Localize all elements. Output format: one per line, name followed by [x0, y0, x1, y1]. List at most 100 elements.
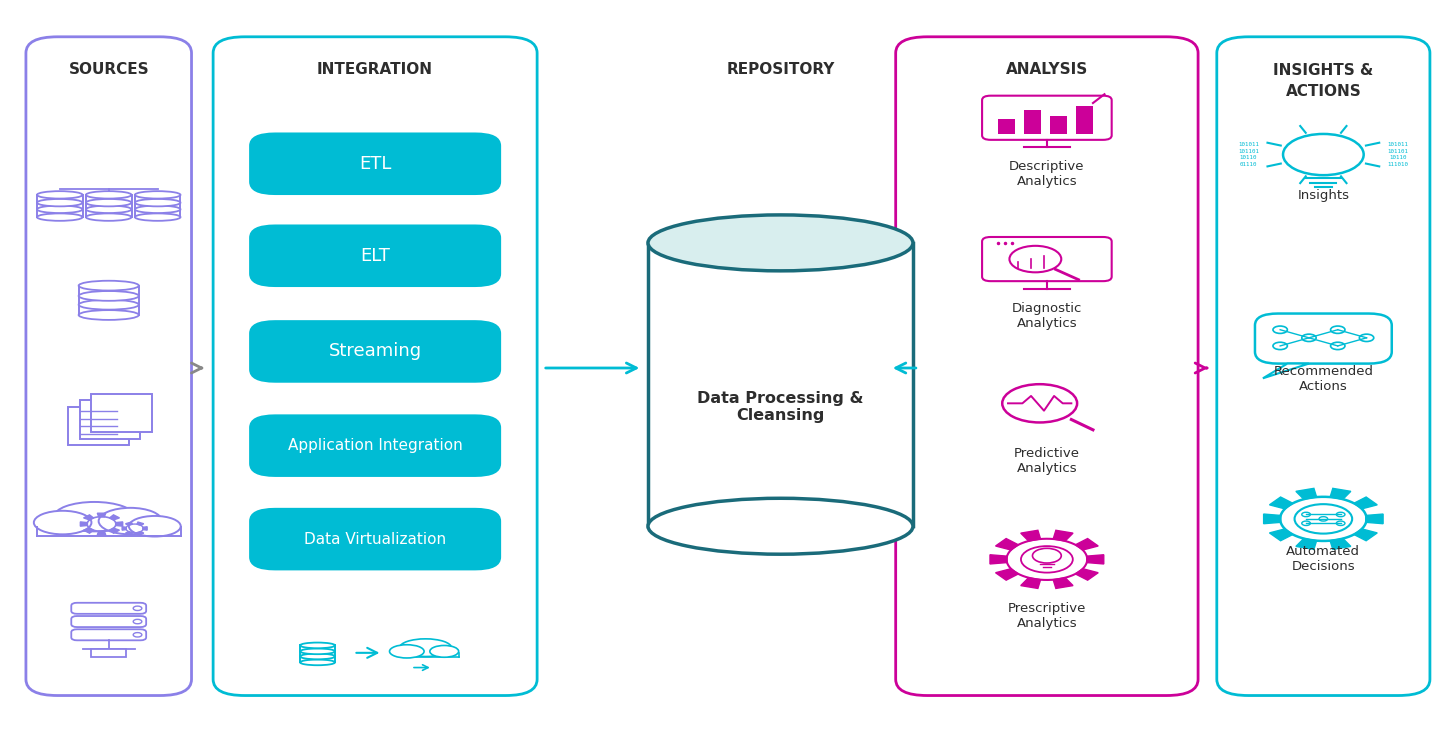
Text: Prescriptive
Analytics: Prescriptive Analytics [1008, 602, 1086, 630]
FancyBboxPatch shape [998, 119, 1015, 134]
FancyBboxPatch shape [1254, 314, 1391, 364]
Text: INSIGHTS &
ACTIONS: INSIGHTS & ACTIONS [1273, 63, 1374, 99]
Polygon shape [989, 555, 1007, 564]
Ellipse shape [300, 648, 336, 654]
Circle shape [1295, 504, 1352, 534]
Text: Data Virtualization: Data Virtualization [304, 531, 446, 547]
Text: Insights: Insights [1297, 188, 1349, 202]
Text: Data Processing &
Cleansing: Data Processing & Cleansing [697, 391, 864, 423]
Text: Recommended
Actions: Recommended Actions [1273, 365, 1374, 393]
Ellipse shape [37, 213, 82, 221]
Ellipse shape [389, 645, 425, 658]
FancyBboxPatch shape [72, 629, 147, 640]
Polygon shape [995, 539, 1018, 550]
FancyBboxPatch shape [249, 224, 501, 287]
Ellipse shape [79, 300, 138, 310]
FancyBboxPatch shape [72, 616, 147, 627]
Ellipse shape [300, 659, 336, 665]
Text: Streaming: Streaming [328, 342, 422, 361]
Polygon shape [98, 513, 105, 517]
FancyBboxPatch shape [213, 37, 537, 696]
Ellipse shape [431, 645, 458, 657]
Ellipse shape [37, 205, 82, 213]
Text: 101011
101101
10110
111010: 101011 101101 10110 111010 [1388, 142, 1408, 167]
Polygon shape [1021, 578, 1041, 589]
Polygon shape [995, 569, 1018, 580]
Polygon shape [1076, 539, 1099, 550]
Text: Automated
Decisions: Automated Decisions [1286, 545, 1361, 573]
Circle shape [1021, 546, 1073, 573]
FancyBboxPatch shape [982, 237, 1112, 281]
Polygon shape [84, 515, 94, 520]
Ellipse shape [135, 199, 180, 206]
Polygon shape [1087, 555, 1104, 564]
Polygon shape [81, 522, 88, 526]
Polygon shape [1270, 497, 1293, 509]
Text: ANALYSIS: ANALYSIS [1005, 63, 1089, 77]
Polygon shape [1296, 539, 1316, 549]
Ellipse shape [79, 291, 138, 301]
Polygon shape [1296, 489, 1316, 499]
Polygon shape [1354, 529, 1377, 541]
FancyBboxPatch shape [982, 96, 1112, 140]
Polygon shape [1331, 539, 1351, 549]
Polygon shape [1270, 529, 1293, 541]
Polygon shape [109, 515, 120, 520]
FancyBboxPatch shape [249, 414, 501, 477]
Polygon shape [1367, 514, 1382, 524]
FancyBboxPatch shape [81, 400, 141, 439]
Polygon shape [1021, 530, 1041, 541]
Text: Descriptive
Analytics: Descriptive Analytics [1009, 160, 1084, 188]
FancyBboxPatch shape [249, 132, 501, 195]
Polygon shape [1053, 578, 1073, 589]
Polygon shape [98, 531, 105, 535]
Ellipse shape [86, 213, 131, 221]
Text: 101011
101101
10110
01110: 101011 101101 10110 01110 [1238, 142, 1259, 167]
Polygon shape [1263, 364, 1309, 378]
Ellipse shape [33, 511, 92, 534]
Text: Diagnostic
Analytics: Diagnostic Analytics [1012, 302, 1081, 330]
Polygon shape [84, 528, 94, 533]
Ellipse shape [300, 654, 336, 659]
Text: ETL: ETL [359, 155, 392, 173]
Ellipse shape [86, 191, 131, 199]
FancyBboxPatch shape [69, 407, 130, 445]
Ellipse shape [135, 213, 180, 221]
Ellipse shape [135, 205, 180, 213]
Text: ELT: ELT [360, 247, 390, 265]
Polygon shape [1264, 514, 1280, 524]
Ellipse shape [135, 191, 180, 199]
Ellipse shape [37, 191, 82, 199]
Ellipse shape [648, 498, 913, 554]
Ellipse shape [399, 639, 452, 657]
Polygon shape [143, 527, 147, 530]
Ellipse shape [86, 205, 131, 213]
Polygon shape [137, 531, 144, 535]
Polygon shape [648, 243, 913, 526]
FancyBboxPatch shape [1217, 37, 1430, 696]
Polygon shape [1331, 489, 1351, 499]
Text: INTEGRATION: INTEGRATION [317, 63, 433, 77]
Ellipse shape [300, 643, 336, 648]
Text: Predictive
Analytics: Predictive Analytics [1014, 447, 1080, 475]
FancyBboxPatch shape [249, 508, 501, 570]
Ellipse shape [648, 215, 913, 271]
Ellipse shape [79, 280, 138, 291]
Polygon shape [1053, 530, 1073, 541]
Ellipse shape [130, 516, 181, 537]
FancyBboxPatch shape [92, 394, 153, 432]
Polygon shape [125, 531, 132, 535]
Text: REPOSITORY: REPOSITORY [726, 63, 835, 77]
Polygon shape [125, 522, 132, 526]
FancyBboxPatch shape [72, 603, 147, 614]
Polygon shape [1076, 569, 1099, 580]
Ellipse shape [79, 310, 138, 320]
Text: Application Integration: Application Integration [288, 438, 462, 453]
FancyBboxPatch shape [249, 320, 501, 383]
FancyBboxPatch shape [896, 37, 1198, 696]
FancyBboxPatch shape [1076, 106, 1093, 134]
Polygon shape [122, 527, 127, 530]
Polygon shape [36, 526, 181, 536]
FancyBboxPatch shape [1024, 110, 1041, 134]
Polygon shape [109, 528, 120, 533]
